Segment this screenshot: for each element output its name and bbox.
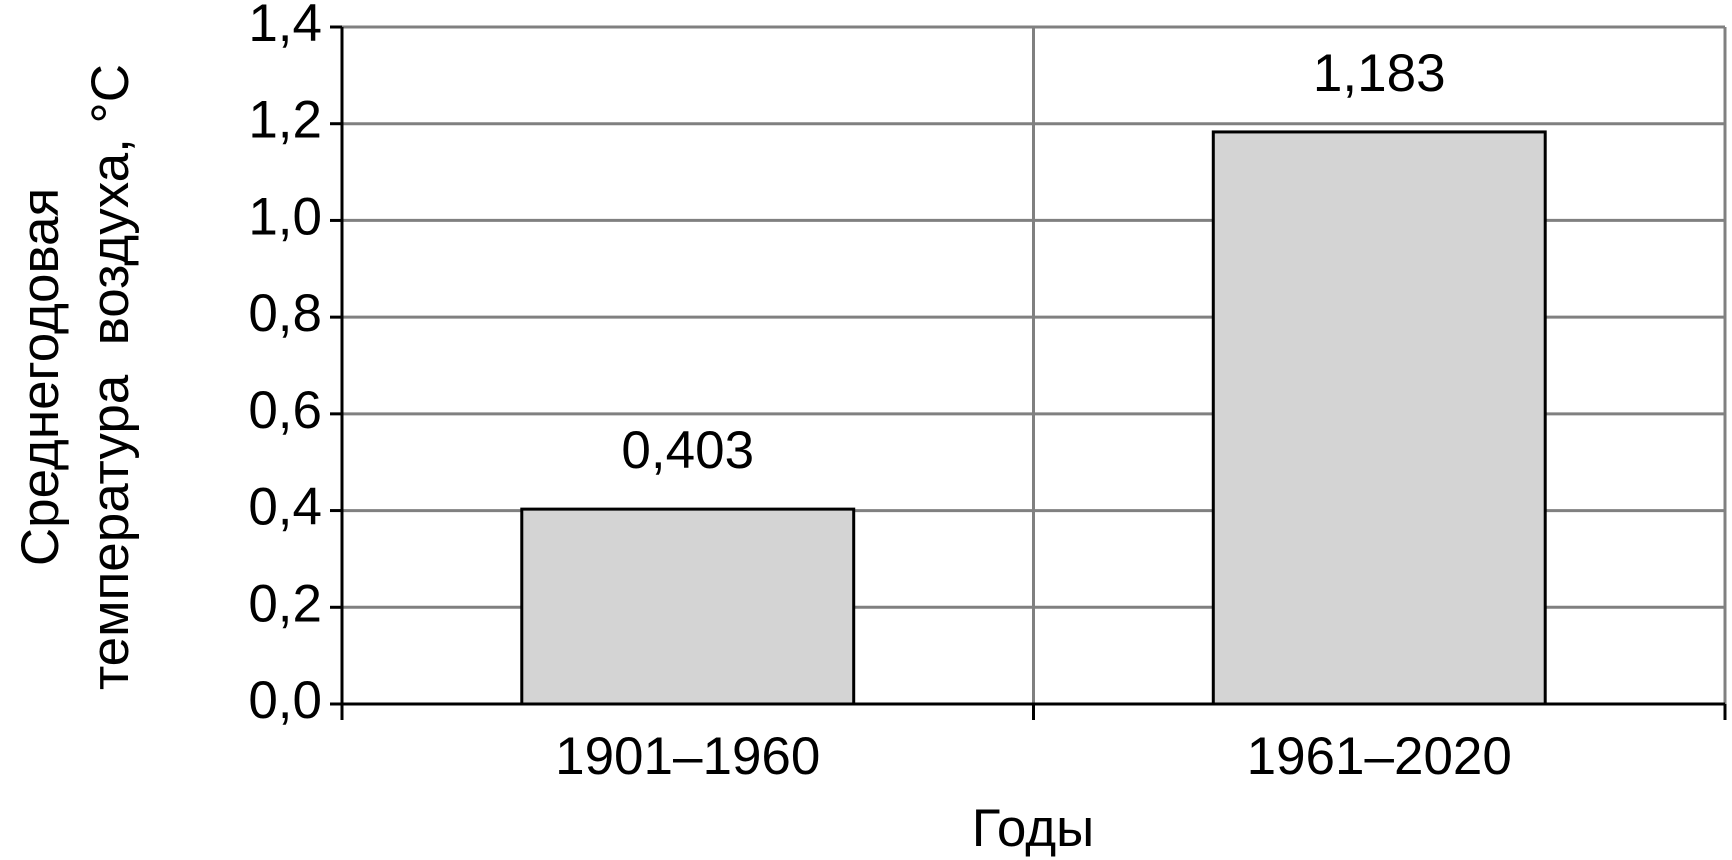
x-tick-label: 1901–1960: [555, 727, 820, 786]
y-tick-label: 1,4: [248, 0, 322, 53]
y-tick-label: 1,0: [248, 187, 322, 246]
bar: [1211, 130, 1547, 706]
value-label: 1,183: [1313, 44, 1446, 103]
y-axis-title: Среднегодовая температура воздуха, °C: [11, 64, 140, 690]
y-axis-title-line: Среднегодовая: [11, 188, 70, 566]
y-tick-label: 1,2: [248, 91, 322, 150]
y-axis-title-line: температура воздуха, °C: [81, 64, 140, 690]
y-tick-label: 0,4: [248, 478, 322, 537]
y-tick-label: 0,8: [248, 284, 322, 343]
y-tick-label: 0,2: [248, 574, 322, 633]
x-tick-label: 1961–2020: [1247, 727, 1512, 786]
value-label: 0,403: [621, 421, 754, 480]
y-tick-label: 0,6: [248, 381, 322, 440]
y-tick-label: 0,0: [248, 671, 322, 730]
x-axis-title: Годы: [972, 799, 1095, 858]
bar: [520, 507, 856, 706]
